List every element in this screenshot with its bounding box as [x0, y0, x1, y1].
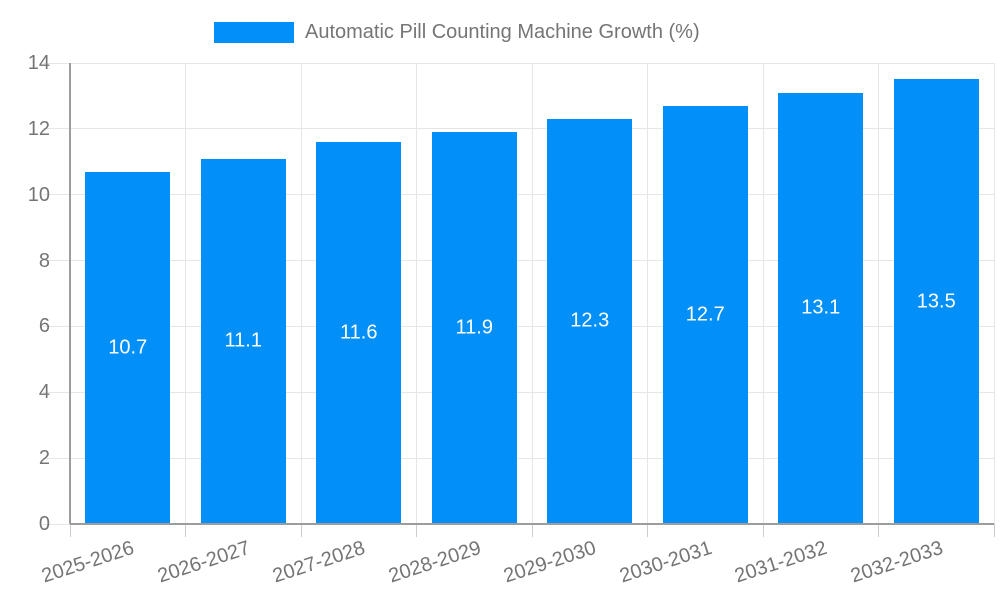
- h-gridline: [43, 128, 994, 130]
- bar-value-label: 10.7: [108, 336, 148, 359]
- bar[interactable]: 13.1: [778, 92, 864, 524]
- v-gridline: [762, 63, 764, 524]
- x-axis-tick-label: 2026-2027: [154, 536, 253, 588]
- v-gridline: [993, 63, 995, 524]
- y-axis-tick-label: 2: [38, 447, 50, 470]
- v-gridline: [531, 63, 533, 524]
- x-axis-tick: [416, 524, 417, 537]
- bar[interactable]: 11.9: [431, 132, 517, 524]
- y-axis-tick-label: 6: [38, 315, 50, 338]
- bar-value-label: 11.1: [224, 329, 262, 352]
- y-axis-tick-label: 8: [38, 249, 50, 272]
- legend-swatch-icon: [214, 22, 294, 43]
- y-axis-tick-label: 10: [27, 183, 50, 206]
- x-axis-tick: [878, 524, 879, 537]
- x-axis-tick: [647, 524, 648, 537]
- x-axis-tick-label: 2028-2029: [385, 536, 484, 588]
- bar-value-label: 12.3: [570, 309, 610, 332]
- y-axis-line: [69, 63, 71, 524]
- x-axis-line: [70, 523, 994, 525]
- x-axis-tick: [300, 524, 302, 537]
- bar[interactable]: 12.7: [662, 105, 748, 524]
- v-gridline: [300, 63, 302, 524]
- v-gridline: [878, 63, 879, 524]
- x-axis-tick-label: 2032-2033: [847, 536, 946, 588]
- x-axis-tick: [531, 524, 533, 537]
- h-gridline: [43, 62, 994, 64]
- bar[interactable]: 13.5: [893, 79, 979, 524]
- bar-value-label: 11.9: [455, 316, 493, 339]
- h-gridline: [43, 457, 994, 459]
- legend-label: Automatic Pill Counting Machine Growth (…: [305, 21, 700, 43]
- x-axis-tick-label: 2027-2028: [270, 536, 368, 588]
- bar-value-label: 11.6: [340, 321, 378, 344]
- y-axis-tick-label: 14: [27, 52, 50, 74]
- bar-value-label: 13.1: [801, 296, 841, 319]
- bar-value-label: 12.7: [685, 303, 725, 326]
- bar[interactable]: 11.6: [316, 142, 402, 524]
- x-axis-tick: [69, 524, 71, 537]
- h-gridline: [43, 194, 994, 196]
- y-axis-tick-label: 0: [38, 513, 50, 535]
- x-axis-tick-label: 2030-2031: [616, 536, 715, 588]
- x-axis-tick: [993, 524, 995, 537]
- y-axis-tick-label: 4: [38, 381, 50, 404]
- x-axis-tick-label: 2025-2026: [39, 536, 137, 588]
- y-axis-tick-label: 12: [27, 117, 50, 140]
- bar[interactable]: 10.7: [85, 171, 171, 524]
- x-axis-tick-label: 2029-2030: [501, 536, 599, 588]
- bar-value-label: 13.5: [916, 290, 956, 313]
- plot-area: 10.7 11.1 11.6 11.9 12.3 12.7 13.1 13.5: [43, 62, 995, 537]
- x-axis-tick: [762, 524, 764, 537]
- bar[interactable]: 11.1: [200, 158, 286, 524]
- legend[interactable]: Automatic Pill Counting Machine Growth (…: [214, 22, 700, 43]
- bar[interactable]: 12.3: [547, 118, 633, 524]
- h-gridline: [43, 260, 994, 262]
- h-gridline: [43, 391, 994, 393]
- v-gridline: [416, 63, 417, 524]
- v-gridline: [647, 63, 648, 524]
- x-axis-tick-label: 2031-2032: [732, 536, 830, 588]
- x-axis-tick: [185, 524, 186, 537]
- v-gridline: [185, 63, 186, 524]
- h-gridline: [43, 325, 994, 327]
